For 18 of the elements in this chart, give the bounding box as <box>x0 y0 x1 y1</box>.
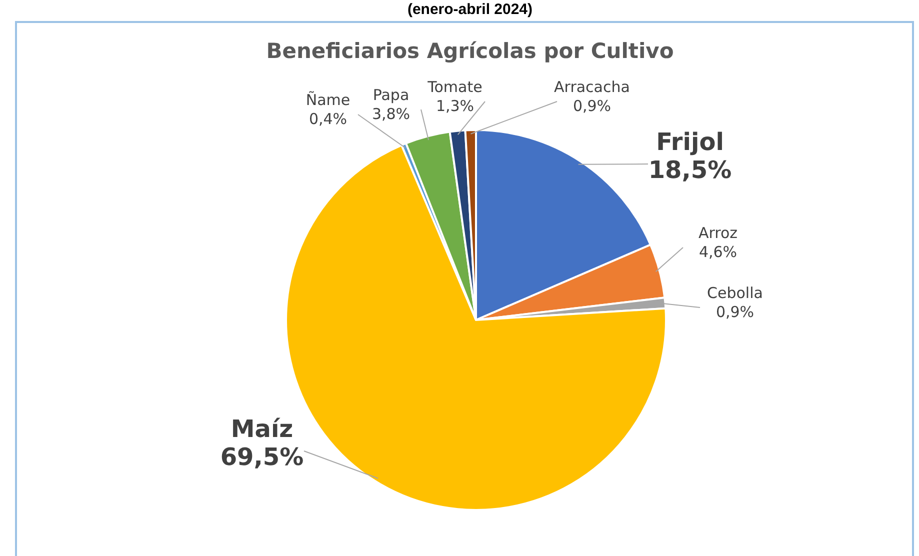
data-label: 18,5% <box>648 156 732 184</box>
slice-label: Maíz <box>230 415 294 443</box>
data-label: 69,5% <box>220 443 304 471</box>
chart-subtitle: (enero-abril 2024) <box>407 1 533 18</box>
slice-label: Papa <box>372 86 410 104</box>
data-label: 1,3% <box>436 97 474 115</box>
data-label: 0,4% <box>308 110 348 128</box>
data-label: 0,9% <box>716 303 754 321</box>
slice-label: Arroz <box>698 224 738 242</box>
data-label: 0,9% <box>572 97 612 115</box>
slice-label: Frijol <box>656 128 724 156</box>
slice-label: Tomate <box>426 78 482 96</box>
data-label: 3,8% <box>372 105 410 123</box>
slice-label: Ñame <box>306 91 350 109</box>
slice-label: Cebolla <box>707 284 763 302</box>
slice-label: Arracacha <box>554 78 630 96</box>
chart-title: Beneficiarios Agrícolas por Cultivo <box>266 39 674 63</box>
data-label: 4,6% <box>698 243 738 261</box>
